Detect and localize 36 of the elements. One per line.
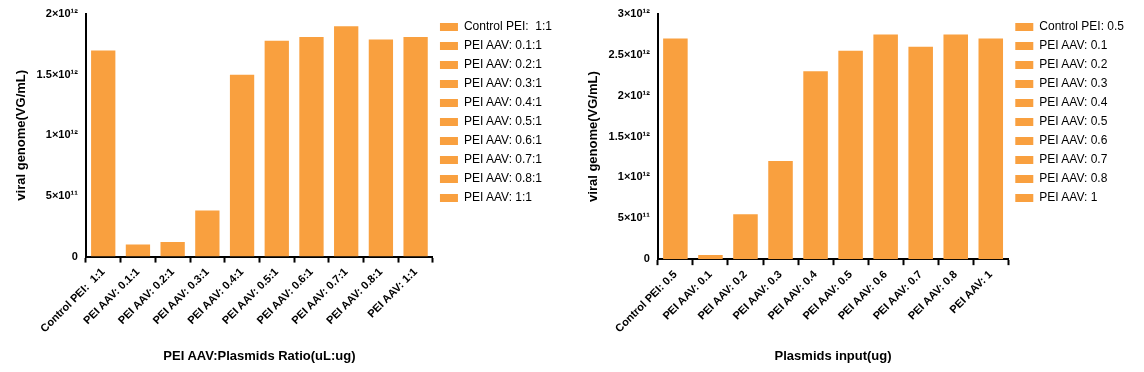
y-tick-label: 1×10¹² — [617, 170, 651, 183]
y-tick-label: 1.5×10¹² — [608, 129, 651, 142]
legend-label: PEI AAV: 0.5:1 — [463, 114, 543, 129]
legend-label: Control PEI: 0.5 — [1039, 19, 1125, 34]
legend-label: PEI AAV: 0.1 — [1039, 38, 1108, 53]
legend-label: PEI AAV: 0.6 — [1039, 133, 1108, 148]
legend-label: PEI AAV: 0.2:1 — [463, 57, 543, 72]
y-axis-title: viral genome(VG/mL) — [585, 71, 601, 202]
y-tick-label: 2.5×10¹² — [608, 47, 651, 60]
legend-label: PEI AAV: 1:1 — [463, 190, 533, 205]
legend-label: PEI AAV: 0.4 — [1039, 95, 1108, 110]
y-tick-label: 0 — [71, 249, 78, 262]
legend-label: PEI AAV: 1 — [1039, 190, 1098, 205]
legend-label: PEI AAV: 0.2 — [1039, 57, 1108, 72]
legend-label: PEI AAV: 0.6:1 — [463, 133, 543, 148]
y-tick-label: 3×10¹² — [617, 7, 651, 20]
y-tick-label: 2×10¹² — [45, 7, 79, 20]
legend-label: PEI AAV: 0.4:1 — [463, 95, 543, 110]
legend-label: PEI AAV: 0.3 — [1039, 76, 1108, 91]
y-tick-label: 1.5×10¹² — [36, 67, 79, 80]
legend-label: PEI AAV: 0.7 — [1039, 152, 1108, 167]
legend-label: PEI AAV: 0.3:1 — [463, 76, 543, 91]
x-axis-title: Plasmids input(ug) — [774, 347, 892, 363]
legend-label: PEI AAV: 0.7:1 — [463, 152, 543, 167]
legend-label: PEI AAV: 0.1:1 — [463, 38, 543, 53]
y-tick-label: 5×10¹¹ — [45, 188, 79, 201]
x-axis-title: PEI AAV:Plasmids Ratio(uL:ug) — [163, 347, 356, 363]
y-tick-label: 5×10¹¹ — [617, 211, 651, 224]
y-tick-label: 2×10¹² — [617, 88, 651, 101]
legend-label: PEI AAV: 0.5 — [1039, 114, 1108, 129]
legend-label: Control PEI: 1:1 — [463, 19, 553, 34]
legend-label: PEI AAV: 0.8:1 — [463, 171, 543, 186]
y-axis-title: viral genome(VG/mL) — [13, 69, 29, 201]
legend-label: PEI AAV: 0.8 — [1039, 171, 1108, 186]
y-tick-label: 1×10¹² — [45, 128, 79, 141]
y-tick-label: 0 — [643, 252, 650, 265]
